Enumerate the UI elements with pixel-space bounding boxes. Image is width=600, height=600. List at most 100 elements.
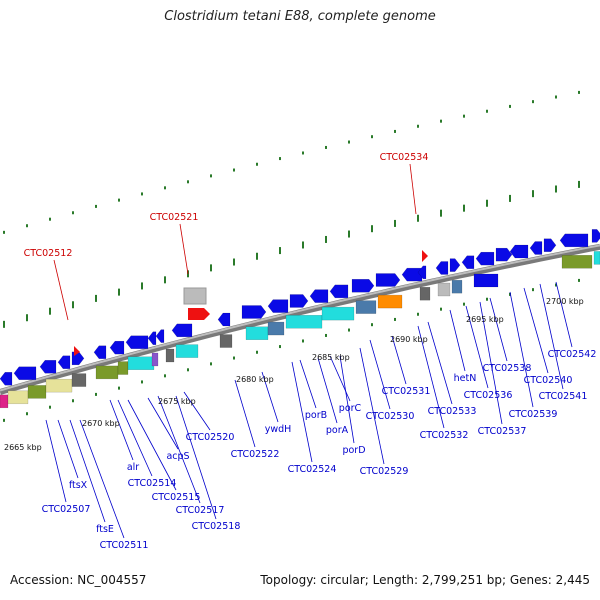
scale-label: 2680 kbp: [236, 375, 274, 384]
gene-arrow: [289, 294, 309, 308]
leader-line: [409, 163, 417, 215]
leader-line: [489, 297, 508, 362]
gene-arrow: [559, 233, 589, 248]
scale-labels: 2665 kbp 2670 kbp 2675 kbp 2680 kbp 2685 kbp…: [4, 297, 584, 452]
gene-arrow: [125, 335, 149, 350]
leader-line: [479, 301, 503, 425]
leader-line: [127, 399, 177, 491]
gene-label: porB: [305, 410, 327, 421]
gene-label: CTC02507: [42, 504, 91, 515]
gene-label: porA: [326, 425, 349, 436]
gene-label: ftsX: [69, 480, 88, 491]
gene-label: CTC02532: [420, 430, 469, 441]
gene-arrow: [45, 378, 73, 393]
gene-arrow: [7, 390, 29, 405]
gene-label-highlight: CTC02512: [24, 248, 73, 259]
leader-line: [539, 283, 564, 390]
leader-line: [317, 357, 338, 424]
gene-label: CTC02539: [509, 409, 558, 420]
gene-arrow: [13, 366, 37, 381]
gene-arrow: [449, 258, 461, 272]
gene-label: CTC02537: [478, 426, 527, 437]
gene-label: CTC02524: [288, 464, 337, 475]
gene-label: CTC02538: [483, 363, 532, 374]
map-title: Clostridium tetani E88, complete genome: [164, 9, 436, 24]
gene-label-highlight: CTC02534: [380, 152, 429, 163]
leader-line: [427, 321, 453, 405]
gene-arrow: [495, 247, 513, 262]
gene-arrow: [561, 255, 593, 269]
leader-line: [417, 325, 445, 429]
leader-line: [117, 399, 153, 477]
leader-line: [299, 359, 317, 409]
gene-arrow: [591, 229, 600, 243]
gene-arrow: [377, 294, 403, 309]
leader-line: [291, 361, 313, 463]
gene-label: CTC02542: [548, 349, 597, 360]
leader-line: [523, 287, 549, 374]
gene-label: CTC02515: [152, 492, 201, 503]
gene-label: CTC02520: [186, 432, 235, 443]
gene-label: CTC02530: [366, 411, 415, 422]
outer-tick-row: [3, 90, 580, 234]
gene-arrow: [0, 372, 13, 386]
gene-label: CTC02517: [176, 505, 225, 516]
gene-labels: CTC02512 CTC02521 CTC02534 CTC02507 ftsX ftsE…: [24, 152, 597, 551]
gene-arrow: [71, 373, 87, 387]
gene-arrow: [321, 306, 355, 321]
leader-lines: [45, 163, 573, 539]
leader-line: [329, 355, 351, 402]
gene-arrow: [93, 345, 107, 360]
gene-arrow: [71, 351, 85, 366]
scale-label: 2695 kbp: [466, 315, 504, 324]
gene-label: CTC02529: [360, 466, 409, 477]
gene-label: porC: [339, 403, 362, 414]
gene-arrow: [39, 360, 57, 374]
gene-track: [0, 229, 600, 409]
leader-line: [509, 291, 534, 408]
gene-arrow: [109, 340, 125, 355]
gene-arrow: [117, 361, 129, 375]
scale-label: 2675 kbp: [158, 397, 196, 406]
gene-arrow: [171, 323, 193, 338]
gene-arrow: [151, 352, 159, 367]
accession-text: Accession: NC_004557: [10, 573, 147, 587]
gene-arrow: [57, 355, 71, 370]
leader-line: [369, 339, 391, 410]
leader-line: [339, 355, 355, 444]
inner-tick-row: [3, 278, 580, 422]
leader-line: [179, 223, 189, 275]
highlight-gene-arrow: [422, 250, 428, 262]
gene-arrow: [355, 300, 377, 314]
gene-label: CTC02541: [539, 391, 588, 402]
gene-arrow: [27, 385, 47, 399]
gene-arrow: [543, 238, 557, 252]
leader-line: [261, 371, 279, 423]
gene-label: porD: [342, 445, 365, 456]
gene-arrow: [0, 394, 9, 409]
gene-label: acpS: [166, 451, 189, 462]
gene-arrow: [217, 312, 231, 327]
gene-arrow: [509, 244, 529, 259]
leader-line: [449, 309, 466, 372]
gene-arrow: [95, 365, 119, 380]
gene-label: CTC02518: [192, 521, 241, 532]
leader-line: [391, 335, 407, 385]
backbone-band: [0, 243, 600, 395]
leader-line: [57, 419, 79, 479]
gene-arrow: [401, 267, 423, 282]
scale-label: 2690 kbp: [390, 335, 428, 344]
gene-arrow: [593, 251, 600, 265]
gene-arrow: [329, 284, 349, 299]
gene-arrow: [435, 261, 449, 275]
gene-arrow: [417, 265, 427, 280]
gene-arrow: [267, 321, 285, 336]
topology-text: Topology: circular; Length: 2,799,251 bp…: [260, 573, 590, 587]
leader-line: [175, 395, 217, 520]
gene-arrow: [245, 326, 269, 341]
gene-arrow: [529, 241, 543, 255]
gene-label: CTC02522: [231, 449, 280, 460]
highlight-gene-arrow: [188, 308, 210, 320]
gene-arrow: [375, 273, 401, 287]
